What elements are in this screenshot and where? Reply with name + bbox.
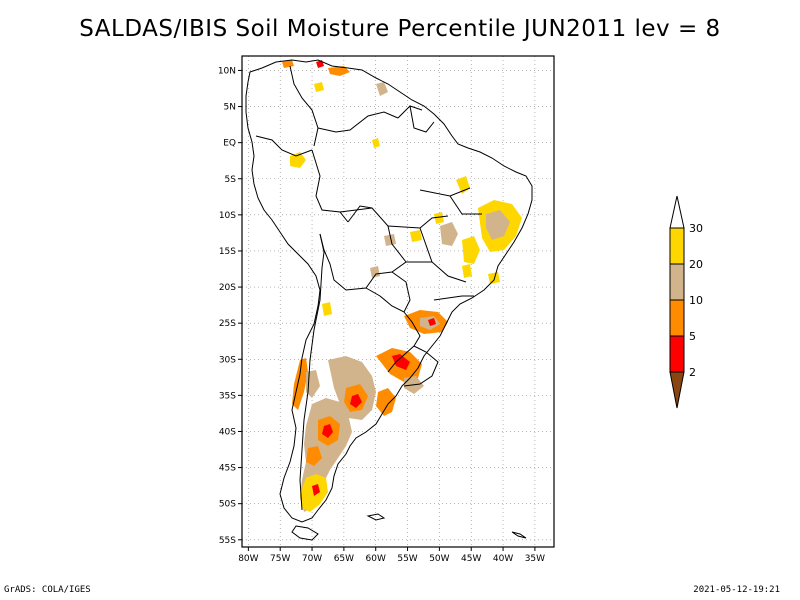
border-colombia-venezuela [289, 65, 319, 147]
colorbar-label: 2 [689, 366, 696, 379]
shade-bahia-tan [440, 222, 458, 246]
colorbar-segment [669, 335, 685, 373]
shade-buenosaires-orange [376, 388, 396, 416]
colorbar-segment [669, 263, 685, 301]
map-frame [241, 55, 555, 548]
border-uruguay [387, 345, 439, 387]
shade-chile-tan [306, 370, 320, 398]
border-peru-chile [319, 233, 325, 269]
lon-tick-label: 50W [429, 554, 449, 564]
shade-argentina-red [350, 394, 362, 408]
south-america-coastline [245, 59, 533, 523]
shade-caribbean-orange [328, 66, 350, 76]
coastlines-borders [245, 59, 533, 541]
border-brazil-states [339, 187, 482, 301]
map-axes: 80W 75W 70W 65W 60W 55W 50W 45W 40W 35W 10N 5N EQ 5S 1… [218, 66, 545, 564]
lon-tick-label: 80W [238, 554, 258, 564]
border-bolivia [319, 205, 407, 291]
lon-tick-label: 70W [302, 554, 322, 564]
lat-tick-label: 15S [219, 247, 236, 257]
colorbar-label: 5 [689, 330, 696, 343]
border-argentina-chile [299, 267, 323, 511]
shade-patagonia-red [322, 424, 333, 438]
lat-tick-label: 25S [219, 319, 236, 329]
shade-mg-yellow [462, 264, 472, 278]
lon-tick-label: 60W [366, 554, 386, 564]
lon-tick-label: 55W [397, 554, 417, 564]
shade-paraguay-tan [370, 266, 380, 278]
lat-tick-label: 50S [219, 500, 236, 510]
shade-venezuela-tan [376, 82, 388, 96]
shade-rio-yellow [488, 272, 500, 284]
colorbar: 30 20 10 5 2 [669, 195, 703, 409]
colorbar-top-arrow [669, 195, 685, 229]
shade-amazon-yellow [290, 152, 306, 168]
colorbar-bottom-arrow [669, 371, 685, 409]
lat-tick-label: 5N [224, 103, 236, 113]
border-venezuela-brazil [317, 111, 399, 133]
falklands [366, 513, 386, 521]
shade-ne-small-yellow-2 [434, 212, 444, 224]
lat-tick-label: 10N [218, 66, 236, 76]
shade-goias-tan [384, 234, 396, 246]
lon-tick-label: 75W [270, 554, 290, 564]
map-frame-bg [242, 56, 554, 547]
lat-tick-label: 40S [219, 427, 236, 437]
shade-parana-red [428, 318, 436, 326]
lat-tick-label: 5S [225, 175, 237, 185]
lat-tick-label: EQ [223, 139, 236, 149]
border-colombia-ecuador-peru [255, 135, 313, 157]
shade-ne-brazil-tan [486, 210, 510, 240]
shade-patagonia-red-2 [312, 484, 320, 496]
lon-tick-label: 40W [493, 554, 513, 564]
lat-tick-label: 35S [219, 391, 236, 401]
colorbar-segment [669, 227, 685, 265]
south-georgia [511, 531, 527, 539]
border-peru-brazil [311, 149, 349, 223]
footer-timestamp: 2021-05-12-19:21 [693, 585, 780, 595]
border-argentina-brazil [403, 311, 421, 347]
lon-tick-label: 35W [525, 554, 545, 564]
lat-tick-label: 10S [219, 211, 236, 221]
shade-ec-yellow [372, 138, 380, 148]
shade-bahia-yellow [462, 236, 480, 264]
gridlines [242, 56, 554, 547]
colorbar-label: 10 [689, 294, 703, 307]
shade-caribbean-orange-2 [282, 60, 294, 68]
colorbar-label: 20 [689, 258, 703, 271]
shade-andes-yellow [322, 302, 332, 316]
lat-tick-label: 20S [219, 283, 236, 293]
lat-tick-label: 30S [219, 355, 236, 365]
shade-colombia-yellow [314, 82, 324, 92]
border-guianas [397, 105, 435, 133]
lat-tick-label: 55S [219, 536, 236, 546]
shade-patagonia-orange-2 [306, 446, 322, 466]
lon-tick-label: 45W [461, 554, 481, 564]
tierra-del-fuego [291, 525, 319, 541]
map-title: SALDAS/IBIS Soil Moisture Percentile JUN… [79, 16, 721, 42]
shade-goias-yellow [410, 230, 422, 242]
shade-chile-orange [292, 358, 308, 410]
shade-uruguay-red [392, 354, 410, 370]
colorbar-segment [669, 299, 685, 337]
lon-tick-label: 65W [334, 554, 354, 564]
colorbar-label: 30 [689, 222, 703, 235]
lat-tick-label: 45S [219, 464, 236, 474]
footer-credit: GrADS: COLA/IGES [4, 585, 91, 595]
